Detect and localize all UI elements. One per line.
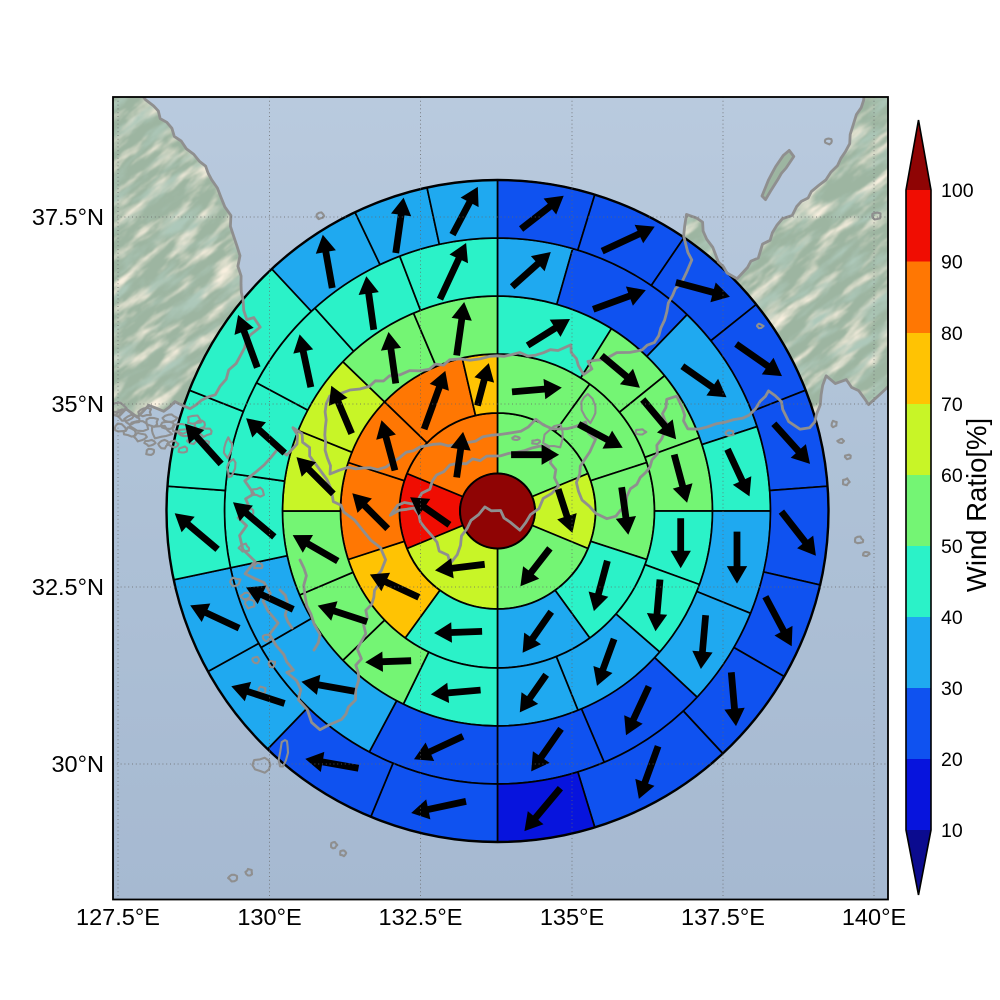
- svg-text:35°N: 35°N: [51, 391, 104, 417]
- svg-text:127.5°E: 127.5°E: [76, 904, 160, 930]
- svg-text:60: 60: [941, 465, 963, 487]
- svg-text:90: 90: [941, 252, 963, 274]
- svg-text:30: 30: [941, 678, 963, 700]
- svg-text:70: 70: [941, 394, 963, 416]
- svg-text:140°E: 140°E: [842, 904, 906, 930]
- svg-text:32.5°N: 32.5°N: [32, 574, 104, 600]
- svg-text:40: 40: [941, 607, 963, 629]
- svg-text:100: 100: [941, 180, 974, 202]
- svg-text:130°E: 130°E: [237, 904, 301, 930]
- svg-text:50: 50: [941, 536, 963, 558]
- svg-text:80: 80: [941, 323, 963, 345]
- svg-text:Wind Ratio[%]: Wind Ratio[%]: [961, 418, 992, 592]
- svg-text:37.5°N: 37.5°N: [32, 204, 104, 230]
- svg-text:137.5°E: 137.5°E: [681, 904, 765, 930]
- svg-text:30°N: 30°N: [51, 751, 104, 777]
- svg-text:132.5°E: 132.5°E: [379, 904, 463, 930]
- svg-text:10: 10: [941, 820, 963, 842]
- svg-text:20: 20: [941, 749, 963, 771]
- svg-text:135°E: 135°E: [540, 904, 604, 930]
